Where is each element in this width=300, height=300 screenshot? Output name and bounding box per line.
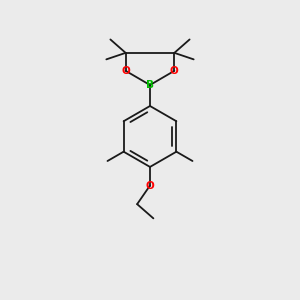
Text: O: O (170, 66, 179, 76)
Text: O: O (146, 181, 154, 190)
Text: O: O (121, 66, 130, 76)
Text: B: B (146, 80, 154, 90)
